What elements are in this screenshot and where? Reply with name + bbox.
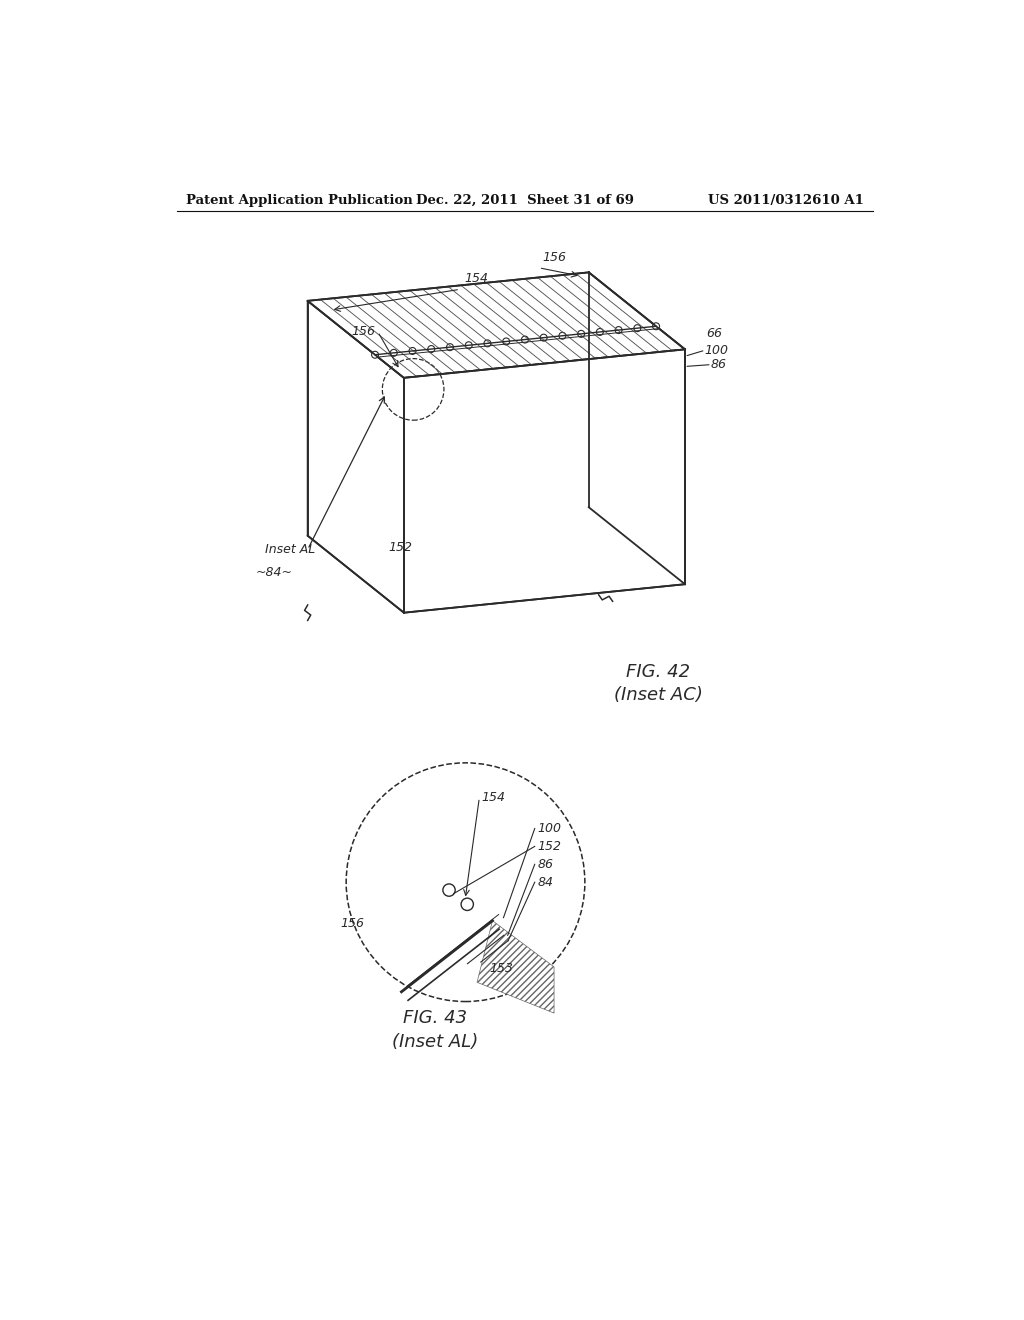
Text: US 2011/0312610 A1: US 2011/0312610 A1 bbox=[708, 194, 863, 207]
Polygon shape bbox=[307, 301, 403, 612]
Polygon shape bbox=[403, 350, 685, 612]
Circle shape bbox=[596, 329, 603, 335]
Text: 152: 152 bbox=[388, 541, 413, 554]
Circle shape bbox=[346, 763, 585, 1002]
Text: 156: 156 bbox=[340, 917, 365, 931]
Circle shape bbox=[503, 338, 510, 345]
Circle shape bbox=[390, 350, 397, 356]
Text: 156: 156 bbox=[543, 251, 566, 264]
Text: 153: 153 bbox=[489, 962, 513, 974]
Circle shape bbox=[372, 351, 379, 358]
Text: 154: 154 bbox=[464, 272, 488, 285]
Text: 156: 156 bbox=[351, 325, 376, 338]
Text: FIG. 42
(Inset AC): FIG. 42 (Inset AC) bbox=[614, 663, 703, 705]
Text: 100: 100 bbox=[705, 345, 728, 358]
Polygon shape bbox=[477, 921, 554, 1014]
Circle shape bbox=[559, 333, 566, 339]
Text: Patent Application Publication: Patent Application Publication bbox=[186, 194, 413, 207]
Circle shape bbox=[484, 339, 490, 347]
Circle shape bbox=[615, 326, 622, 334]
Circle shape bbox=[446, 343, 454, 351]
Circle shape bbox=[428, 346, 435, 352]
Text: ~84~: ~84~ bbox=[255, 566, 292, 579]
Text: 86: 86 bbox=[711, 358, 726, 371]
Circle shape bbox=[652, 323, 659, 330]
Text: 66: 66 bbox=[707, 327, 723, 341]
Circle shape bbox=[541, 334, 547, 341]
Text: 154: 154 bbox=[481, 791, 505, 804]
Circle shape bbox=[578, 330, 585, 338]
Text: 100: 100 bbox=[538, 822, 561, 836]
Circle shape bbox=[442, 884, 456, 896]
Circle shape bbox=[409, 347, 416, 354]
Circle shape bbox=[634, 325, 641, 331]
Polygon shape bbox=[307, 272, 685, 378]
Text: FIG. 43
(Inset AL): FIG. 43 (Inset AL) bbox=[391, 1010, 478, 1051]
Polygon shape bbox=[589, 272, 685, 585]
Circle shape bbox=[461, 898, 473, 911]
Text: 86: 86 bbox=[538, 858, 553, 871]
Circle shape bbox=[521, 337, 528, 343]
Text: 152: 152 bbox=[538, 840, 561, 853]
Text: Dec. 22, 2011  Sheet 31 of 69: Dec. 22, 2011 Sheet 31 of 69 bbox=[416, 194, 634, 207]
Text: Inset AL: Inset AL bbox=[265, 543, 315, 556]
Text: 84: 84 bbox=[538, 875, 553, 888]
Circle shape bbox=[465, 342, 472, 348]
